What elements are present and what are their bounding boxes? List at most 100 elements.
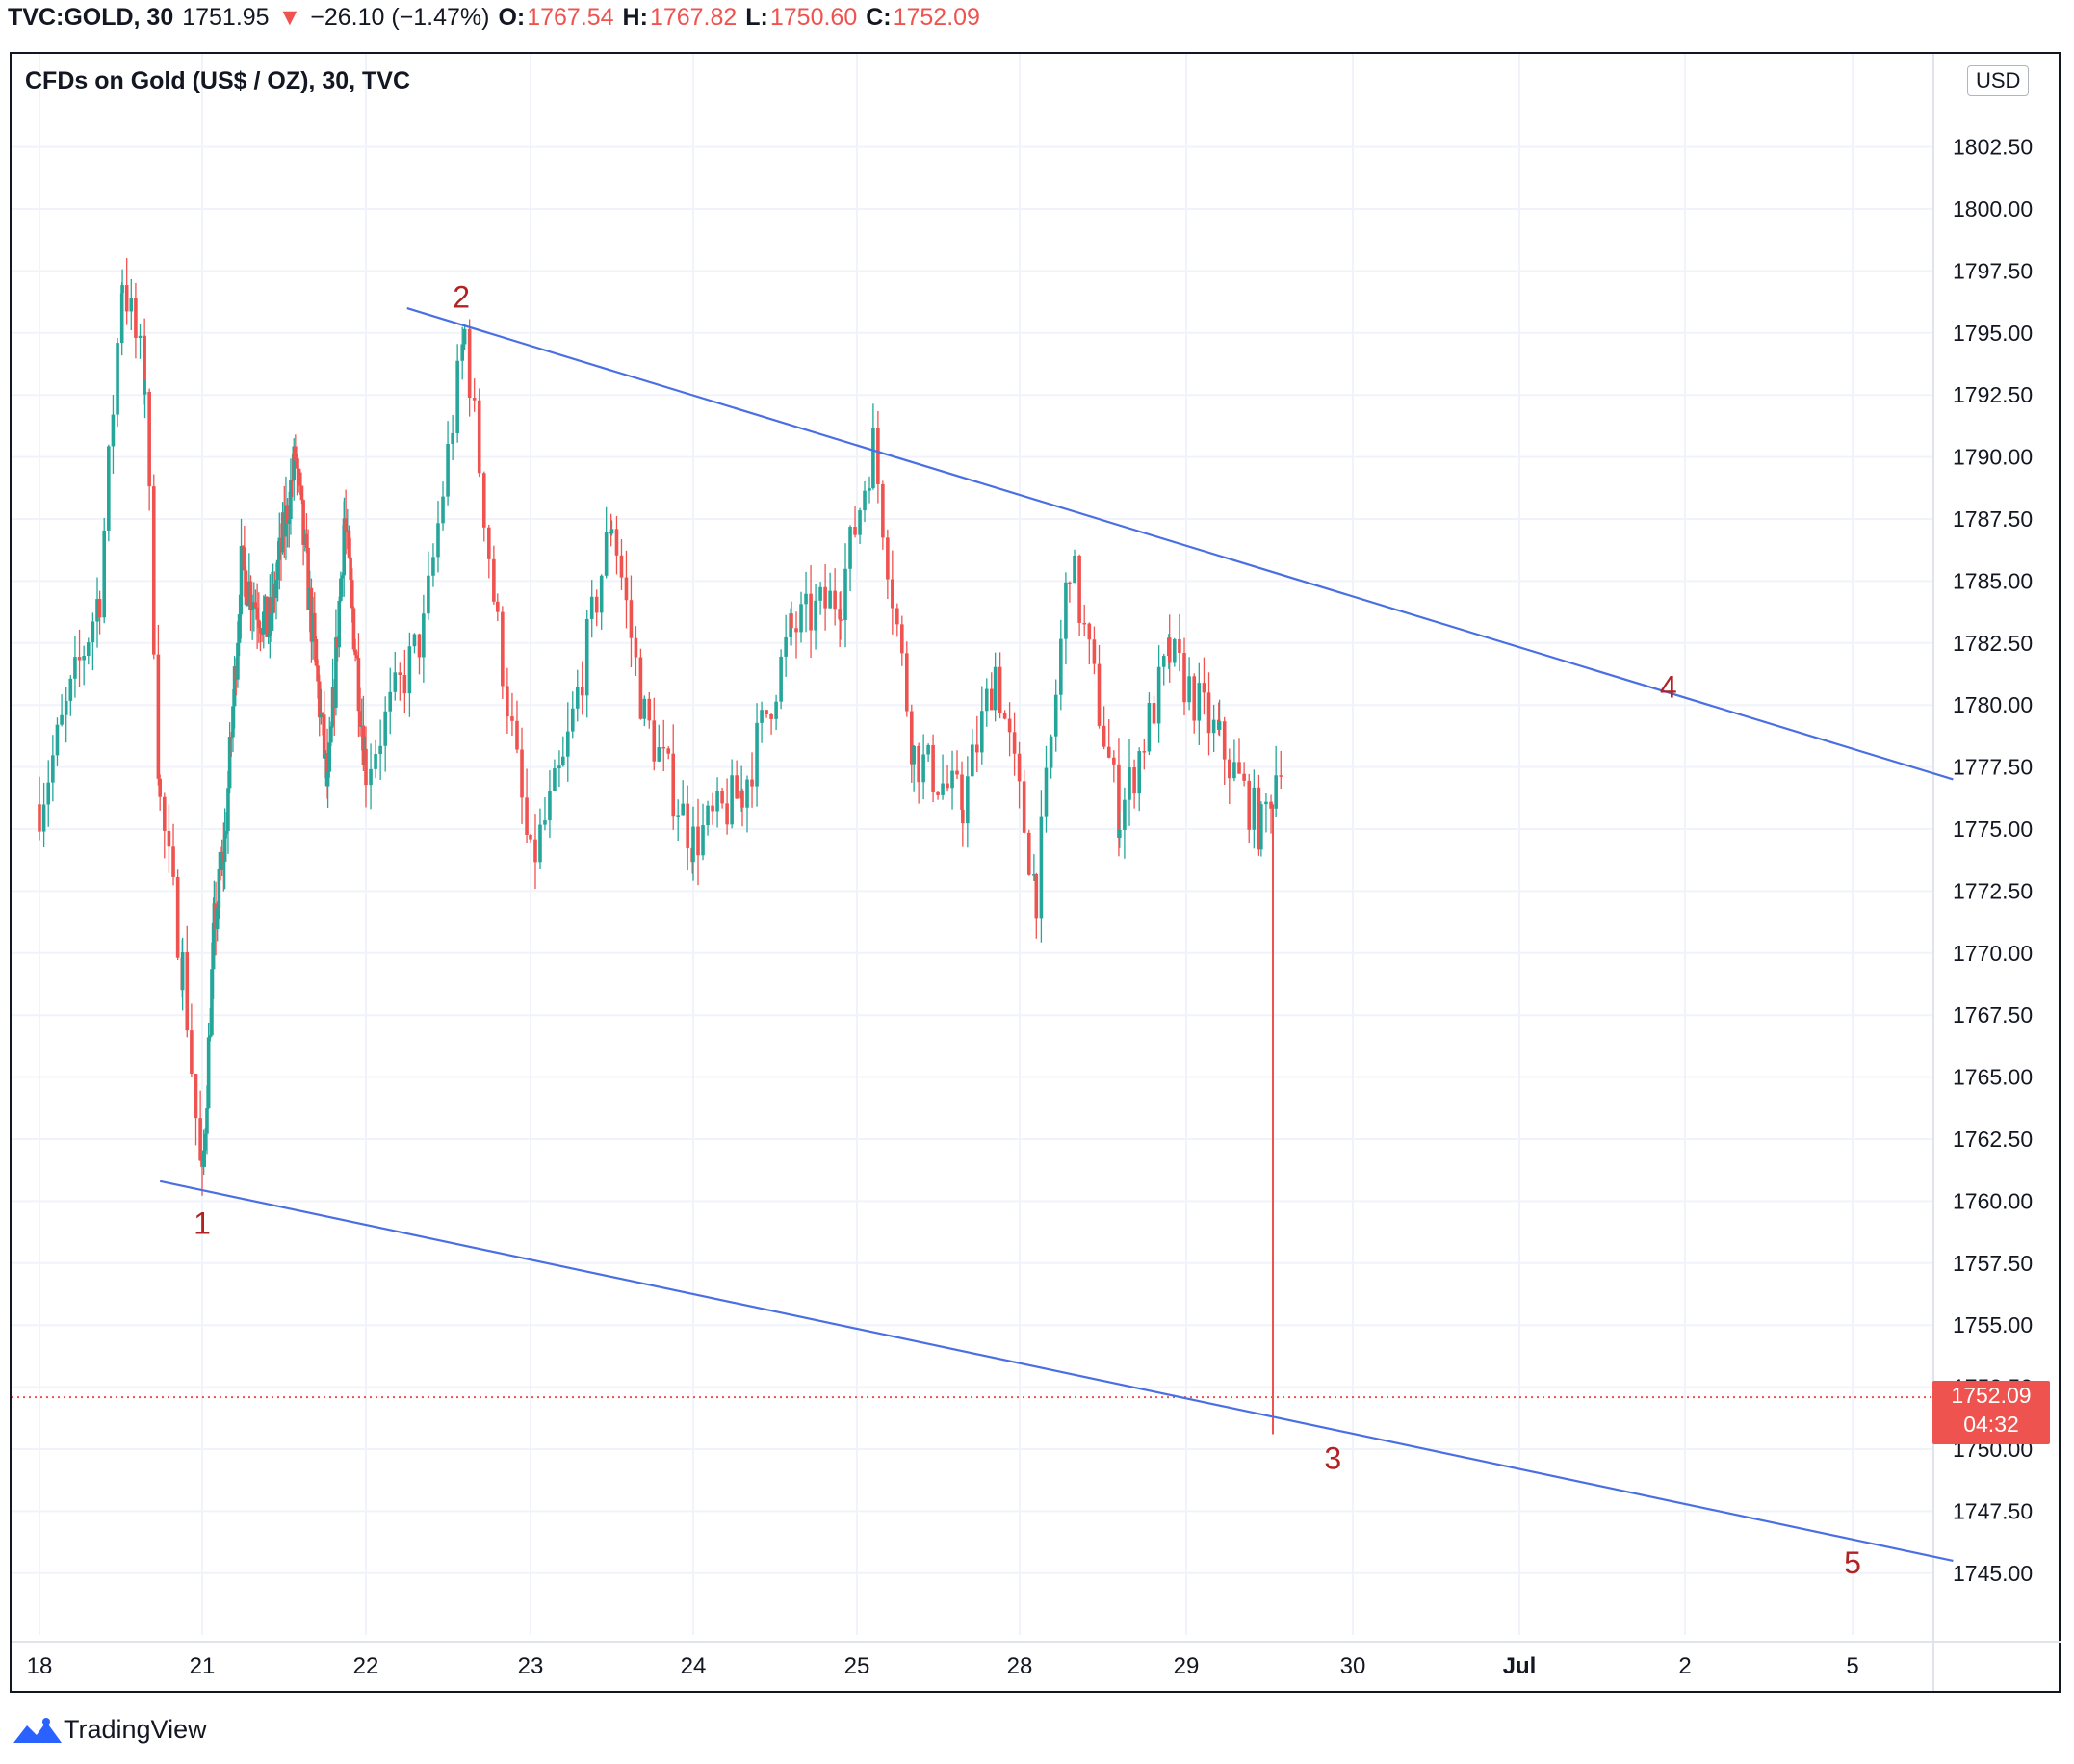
candle-body: [210, 969, 214, 1036]
candle: [412, 633, 417, 654]
candle: [529, 833, 532, 843]
candle-body: [619, 555, 624, 578]
candle: [1044, 745, 1049, 833]
candle: [340, 572, 345, 597]
candle-body: [1112, 757, 1116, 765]
y-tick-label: 1757.50: [1953, 1251, 2033, 1276]
candle: [863, 480, 867, 523]
candle-body: [275, 559, 280, 581]
candle: [745, 775, 749, 833]
candle: [383, 696, 387, 772]
high-label: H:: [622, 4, 648, 31]
candle-body: [436, 523, 440, 558]
last-price-value: 1752.09: [1951, 1383, 2032, 1408]
candle: [1142, 739, 1147, 770]
currency-button[interactable]: USD: [1967, 65, 2030, 96]
candle-body: [266, 635, 271, 637]
candle-body: [784, 636, 788, 657]
candle: [647, 691, 652, 729]
candle: [378, 719, 382, 780]
candle: [589, 580, 594, 638]
candle: [116, 337, 119, 428]
candle-body: [1197, 683, 1202, 721]
candle: [553, 759, 557, 792]
candle-body: [1073, 556, 1076, 584]
candle-body: [1259, 804, 1263, 850]
symbol-header: TVC:GOLD, 30 1751.95 ▼ −26.10 (−1.47%) O…: [8, 4, 982, 42]
candle: [814, 584, 817, 650]
chart-frame[interactable]: [10, 52, 2061, 1693]
candle: [369, 743, 373, 810]
tradingview-logo-icon[interactable]: [12, 1714, 64, 1747]
candle-body: [818, 586, 822, 601]
candle: [774, 694, 778, 731]
candle-body: [701, 825, 705, 856]
candle: [624, 550, 629, 629]
candle: [1247, 773, 1252, 844]
candle: [584, 610, 589, 718]
candle: [388, 667, 393, 735]
candle-body: [1147, 703, 1152, 752]
candle-body: [1156, 666, 1161, 724]
candle: [979, 686, 984, 765]
candle-body: [725, 803, 729, 825]
candle-body: [1026, 832, 1031, 875]
candle-body: [431, 557, 435, 576]
candle-body: [129, 298, 134, 312]
candle-body: [900, 624, 904, 654]
candle: [921, 734, 925, 800]
candle: [750, 752, 754, 808]
candle-body: [349, 557, 352, 581]
candle-body: [1152, 703, 1156, 724]
candle: [725, 778, 729, 835]
candle-body: [629, 600, 634, 638]
candle-body: [979, 711, 984, 753]
candle-body: [794, 628, 798, 633]
candle-body: [38, 804, 41, 832]
candle-body: [804, 593, 808, 605]
candle-body: [1087, 623, 1092, 640]
chart-title: CFDs on Gold (US$ / OZ), 30, TVC: [25, 67, 411, 94]
candle-body: [609, 529, 614, 534]
candle-body: [116, 343, 119, 415]
candle-body: [561, 756, 565, 766]
candle: [1202, 657, 1206, 715]
candle-body: [255, 607, 259, 620]
trendlines-layer[interactable]: [159, 306, 1954, 1562]
candle: [993, 652, 998, 722]
y-tick-label: 1800.00: [1953, 196, 2033, 221]
candle: [314, 636, 319, 667]
candle-body: [206, 1037, 211, 1109]
candle-body: [402, 674, 407, 694]
candle: [129, 278, 134, 331]
x-tick-label: 5: [1846, 1653, 1858, 1679]
candle-body: [881, 483, 885, 538]
candle-body: [950, 770, 954, 789]
candle-body: [515, 720, 519, 750]
y-tick-label: 1780.00: [1953, 692, 2033, 717]
candle-body: [327, 742, 332, 772]
candle: [1102, 706, 1106, 750]
candle: [180, 937, 185, 1011]
candle-body: [921, 754, 925, 783]
y-tick-label: 1745.00: [1953, 1561, 2033, 1586]
candle-body: [364, 748, 368, 786]
candle: [97, 590, 102, 635]
candle: [904, 641, 909, 717]
candle-body: [599, 575, 604, 613]
candle: [1147, 692, 1152, 755]
candle: [853, 506, 857, 538]
candle-body: [506, 686, 509, 717]
candle-body: [1012, 732, 1017, 754]
candle: [823, 563, 827, 631]
candle-body: [895, 608, 899, 625]
candle: [580, 661, 584, 715]
candle-body: [180, 952, 185, 991]
tradingview-brand[interactable]: TradingView: [64, 1715, 207, 1744]
candle-body: [1237, 762, 1241, 774]
axes-layer[interactable]: 1802.50 1800.00 1797.50 1795.00 1792.50 1790.…: [27, 135, 2033, 1679]
candle-body: [194, 1074, 198, 1119]
candle: [258, 621, 263, 652]
candle-body: [575, 687, 580, 709]
